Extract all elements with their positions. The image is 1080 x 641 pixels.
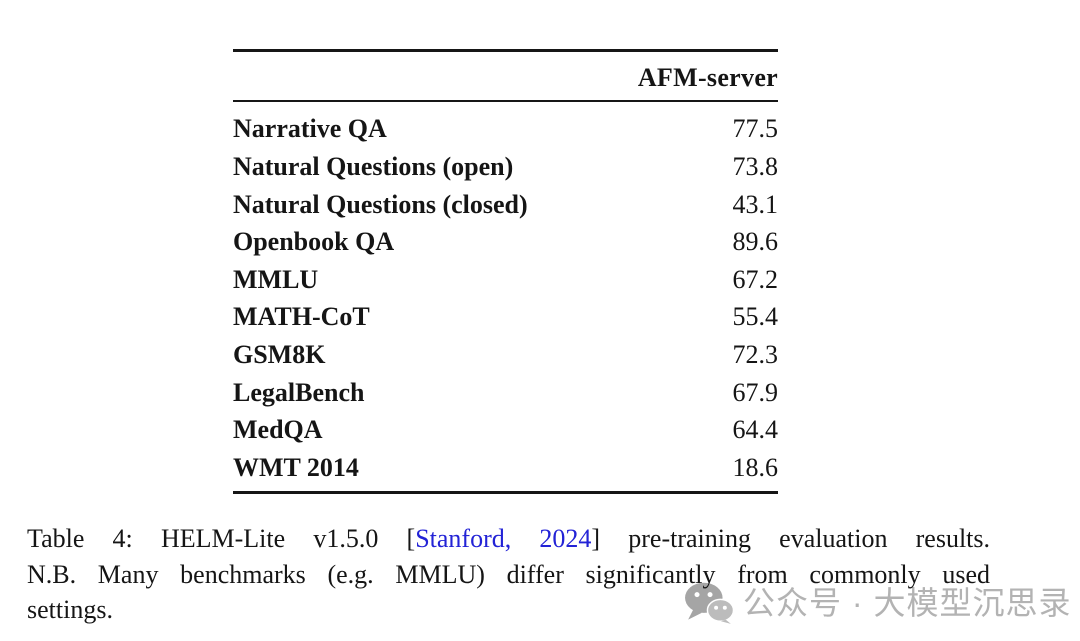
watermark-text: 公众号 · 大模型沉思录 — [743, 585, 1072, 621]
table-row: Natural Questions (open) 73.8 — [233, 148, 778, 186]
benchmark-name: Natural Questions (closed) — [233, 189, 528, 219]
caption-text-before-link: HELM-Lite v1.5.0 [ — [160, 524, 416, 553]
benchmark-score: 64.4 — [732, 415, 779, 445]
table-row: WMT 2014 18.6 — [233, 449, 778, 487]
benchmark-score: 55.4 — [732, 302, 779, 332]
table-row: LegalBench 67.9 — [233, 374, 778, 412]
caption-line-2: N.B. Many benchmarks (e.g. MMLU) differ … — [27, 559, 990, 589]
benchmark-score: 89.6 — [732, 227, 779, 257]
table-row: Natural Questions (closed) 43.1 — [233, 186, 778, 224]
table-row: Openbook QA 89.6 — [233, 223, 778, 261]
benchmark-name: Natural Questions (open) — [233, 151, 514, 181]
benchmark-score: 73.8 — [732, 151, 779, 181]
benchmark-name: MATH-CoT — [233, 302, 370, 332]
table-header-rule — [233, 100, 778, 102]
benchmark-score: 72.3 — [732, 339, 779, 369]
benchmark-name: Narrative QA — [233, 114, 387, 144]
benchmark-name: MMLU — [233, 264, 319, 294]
benchmark-score: 67.2 — [732, 264, 779, 294]
citation-link[interactable]: Stanford, 2024 — [415, 524, 592, 553]
wechat-icon — [685, 582, 734, 624]
table-row: MMLU 67.2 — [233, 261, 778, 299]
results-table: AFM-server Narrative QA 77.5 Natural Que… — [233, 49, 778, 494]
benchmark-score: 67.9 — [732, 377, 779, 407]
table-caption: Table 4: HELM-Lite v1.5.0 [Stanford, 202… — [27, 521, 990, 628]
benchmark-name: MedQA — [233, 415, 323, 445]
caption-line-1: Table 4: HELM-Lite v1.5.0 [Stanford, 202… — [27, 521, 990, 557]
table-row: MATH-CoT 55.4 — [233, 299, 778, 337]
benchmark-name: Openbook QA — [233, 227, 395, 257]
benchmark-score: 77.5 — [732, 114, 779, 144]
table-body: Narrative QA 77.5 Natural Questions (ope… — [233, 102, 778, 491]
caption-line-3: settings. — [27, 595, 113, 624]
benchmark-score: 18.6 — [732, 452, 779, 482]
benchmark-name: WMT 2014 — [233, 452, 359, 482]
caption-table-label: Table 4: — [27, 524, 133, 553]
benchmark-score: 43.1 — [732, 189, 779, 219]
caption-text-after-link: ] pre-training evaluation results. — [591, 524, 991, 553]
column-header-afm-server: AFM-server — [637, 63, 778, 92]
watermark: 公众号 · 大模型沉思录 — [684, 582, 1071, 624]
benchmark-name: GSM8K — [233, 339, 326, 369]
table-row: MedQA 64.4 — [233, 411, 778, 449]
table-header-row: AFM-server — [233, 52, 778, 100]
benchmark-name: LegalBench — [233, 377, 365, 407]
table-row: GSM8K 72.3 — [233, 336, 778, 374]
table-row: Narrative QA 77.5 — [233, 111, 778, 149]
table-top-rule — [233, 49, 778, 52]
table-bottom-rule — [233, 490, 778, 494]
